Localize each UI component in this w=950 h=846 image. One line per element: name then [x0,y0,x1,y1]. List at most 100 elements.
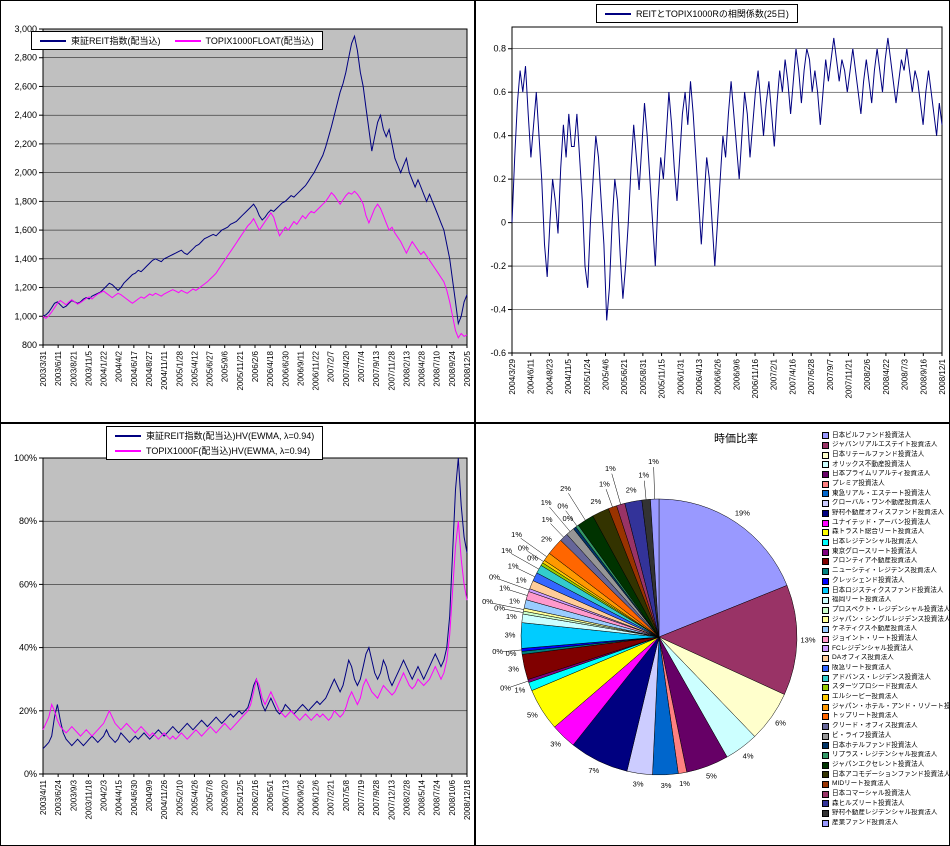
pie-percent-label: 0% [527,553,538,562]
pie-percent-label: 1% [508,561,519,570]
x-axis-label: 2006/7/13 [281,779,290,815]
x-axis-label: 2005/11/15 [658,358,667,398]
chart-reit-vs-topix: 3,000 2,800 2,600 2,400 2,200 2,000 1,800 1,600… [0,0,475,423]
pie-percent-label: 19% [735,509,750,518]
x-axis-label: 2008/5/14 [418,779,427,815]
legend-label: ジャパンリアルエステイト投資法人 [832,441,938,449]
pie-legend-item: ユナイテッド・アーバン投資法人 [822,518,949,528]
legend-swatch [822,616,829,624]
pie-percent-label: 0% [500,684,511,693]
x-axis-label: 2006/9/6 [732,358,741,390]
legend-label: グローバル・ワン不動産投資法人 [832,499,931,507]
legend-swatch [822,635,829,643]
pie-percent-label: 1% [516,576,527,585]
legend-swatch [822,548,829,556]
x-axis-label: 2006/6/26 [714,358,723,394]
pie-percent-label: 0% [557,502,568,511]
x-axis-label: 2005/4/12 [190,350,199,386]
x-axis-label: 2006/6/30 [281,350,290,386]
series-line [511,37,943,321]
pie-legend-item: 日本ロジスティクスファンド投資法人 [822,586,949,596]
x-axis-label: 2005/11/21 [236,350,245,390]
label-leader-line [520,537,547,557]
x-axis-label: 2006/11/16 [751,358,760,398]
pie-legend-item: ジョイント・リート投資法人 [822,634,949,644]
pie-legend-item: ケネディクス不動産投資法人 [822,625,949,635]
x-axis-label: 2008/2/13 [402,350,411,386]
legend-item: 東証REIT指数(配当込)HV(EWMA, λ=0.94) [115,429,314,442]
pie-percent-label: 1% [541,498,552,507]
legend-swatch [822,500,829,508]
x-axis-label: 2007/5/8 [342,779,351,811]
x-axis-label: 2007/9/13 [372,350,381,386]
legend-label: クレッシェンド投資法人 [832,576,905,584]
pie-percent-label: 0% [506,649,517,658]
x-axis-label: 2004/3/29 [508,358,517,394]
legend-label: エルシーピー投資法人 [832,693,898,701]
label-leader-line [644,480,647,500]
x-axis-label: 2004/11/11 [160,350,169,389]
legend-label: 日本ロジスティクスファンド投資法人 [832,586,944,594]
y-axis-label: 0.8 [493,44,506,54]
pie-percent-label: 7% [588,766,599,775]
pie-percent-label: 3% [550,739,561,748]
pie-chart-svg: 19%13%6%4%5%1%3%3%7%3%5%1%0%3%0%0%3%1%0%… [482,457,816,790]
pie-legend-item: 日本ビルファンド投資法人 [822,431,949,441]
pie-legend-item: 日本リテールファンド投資法人 [822,450,949,460]
x-axis-label: 2004/6/11 [527,358,536,394]
legend-label: ケネディクス不動産投資法人 [832,625,918,633]
legend-label: 野村不動産レジデンシャル投資法人 [832,809,938,817]
x-axis-label: 2007/7/4 [357,350,366,382]
x-axis-label: 2004/4/15 [115,779,124,815]
pie-percent-label: 1% [599,480,610,489]
legend-swatch [822,781,829,789]
pie-legend-item: ニューシティ・レジデンス投資法人 [822,567,949,577]
pie-percent-label: 0% [518,544,529,553]
series-line [42,190,468,339]
label-leader-line [527,550,544,562]
y-axis-label: -0.4 [490,305,506,315]
legend-label: ジャパン・シングルレジデンス投資法人 [832,615,949,623]
legend-label: ジャパンエクセレント投資法人 [832,760,925,768]
legend-swatch [822,461,829,469]
pie-percent-label: 3% [633,780,644,789]
legend-volatility: 東証REIT指数(配当込)HV(EWMA, λ=0.94) TOPIX1000F… [106,426,324,460]
label-leader-line [517,568,535,577]
legend-swatch [822,626,829,634]
legend-swatch [822,471,829,479]
legend-item: 東証REIT指数(配当込) [40,34,161,47]
pie-legend-item: リプラス・レジデンシャル投資法人 [822,751,949,761]
pie-legend-item: 野村不動産オフィスファンド投資法人 [822,509,949,519]
pie-percent-label: 1% [679,779,690,788]
x-axis-label: 2005/6/27 [206,350,215,386]
label-leader-line [492,602,524,610]
line-sample-navy [40,39,66,42]
legend-swatch [822,761,829,769]
x-axis-label: 2003/4/11 [39,779,48,815]
legend-label: 日本レジデンシャル投資法人 [832,538,918,546]
plot-area [43,458,467,774]
pie-percent-label: 3% [508,665,519,674]
y-axis-label: -0.2 [490,261,506,271]
pie-percent-label: 1% [501,546,512,555]
x-axis-label: 2005/7/8 [206,779,215,811]
y-axis-label: 2,200 [14,139,37,149]
legend-label: 日本コマーシャル投資法人 [832,789,911,797]
legend-label: オリックス不動産投資法人 [832,460,911,468]
pie-percent-label: 3% [661,781,672,790]
pie-legend-item: 森ヒルズリート投資法人 [822,799,949,809]
legend-swatch [822,674,829,682]
x-axis-label: 2003/6/11 [54,350,63,386]
pie-percent-label: 0% [494,603,505,612]
pie-percent-label: 3% [505,630,516,639]
legend-label: 東京グロースリート投資法人 [832,547,918,555]
legend-swatch [822,558,829,566]
pie-legend-item: トップリート投資法人 [822,712,949,722]
y-axis-label: 3,000 [14,24,37,34]
x-axis-label: 2005/1/24 [583,358,592,394]
y-axis-label: 0.2 [493,174,506,184]
pie-legend-item: DAオフィス投資法人 [822,654,949,664]
pie-legend-item: クレッシェンド投資法人 [822,576,949,586]
legend-swatch [822,742,829,750]
